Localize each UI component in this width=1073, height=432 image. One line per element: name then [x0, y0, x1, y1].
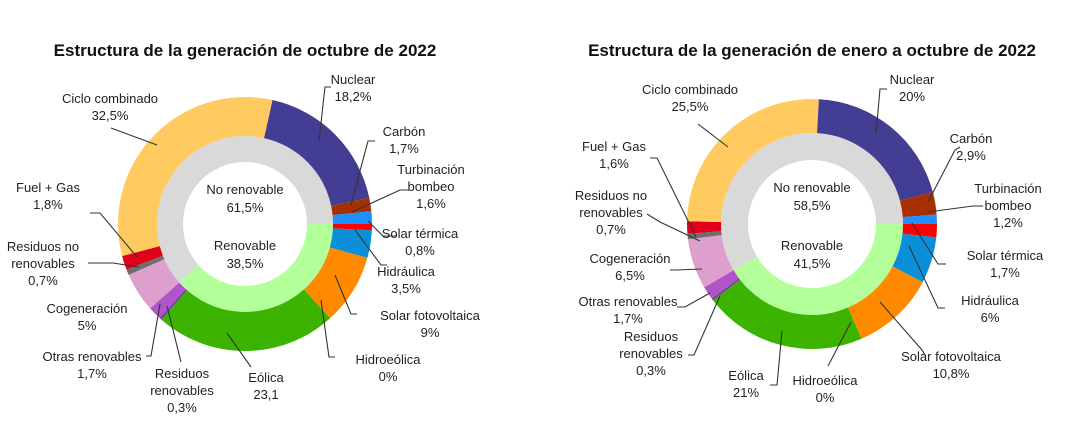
leader-line-residuos-no-renovables [646, 213, 701, 242]
data-label-residuos-no-renovables: Residuos no renovables 0,7% [7, 239, 79, 288]
data-label-solar-fotovoltaica: Solar fotovoltaica 9% [380, 308, 480, 340]
outer-slice-cogeneracion [128, 259, 180, 309]
data-label-hidroeolica: Hidroeólica 0% [792, 373, 858, 405]
inner-slice-renovable [178, 224, 333, 313]
leader-line-nuclear [875, 88, 887, 135]
leader-line-ciclo-combinado [697, 123, 729, 148]
leader-line-hidroeolica [827, 321, 852, 367]
leader-line-residuos-renovables [166, 305, 182, 363]
leader-line-hidraulica [908, 245, 945, 309]
leader-line-turbinacion-bombeo [927, 205, 983, 213]
outer-slice-eolica [161, 289, 331, 352]
donut-chart-left: Solar térmica 0,8% Hidráulica 3,5% Solar fot… [7, 72, 481, 415]
leader-line-fuel-gas [650, 157, 697, 238]
outer-slice-cogeneracion [687, 235, 734, 288]
leader-line-ciclo-combinado [110, 127, 158, 146]
outer-slice-residuos-no-renovables [126, 255, 165, 275]
leader-line-eolica [226, 332, 252, 368]
leader-line-hidraulica [354, 229, 387, 266]
center-label-renovable: Renovable 41,5% [781, 238, 843, 271]
data-label-ciclo-combinado: Ciclo combinado 25,5% [642, 82, 738, 114]
inner-slice-renovable [733, 224, 903, 316]
outer-slice-eolica [713, 279, 862, 349]
chart-title-right: Estructura de la generación de enero a o… [588, 41, 1036, 60]
data-label-residuos-no-renovables: Residuos no renovables 0,7% [575, 188, 647, 237]
data-label-turbinacion-bombeo: Turbinación bombeo 1,2% [974, 181, 1041, 230]
center-label-no-renovable: No renovable 58,5% [773, 180, 850, 213]
data-label-residuos-renovables: Residuos renovables 0,3% [619, 329, 683, 378]
outer-slice-solar-termica [902, 224, 937, 238]
leader-line-fuel-gas [90, 212, 138, 258]
leader-line-cogeneracion [670, 268, 703, 271]
data-label-cogeneracion: Cogeneración 5% [47, 301, 128, 333]
outer-slice-solar-fotovoltaica [848, 266, 923, 339]
outer-slice-solar-termica [332, 224, 372, 231]
outer-slice-solar-fotovoltaica [303, 247, 368, 319]
data-label-carbon: Carbón 2,9% [950, 131, 993, 163]
outer-slice-residuos-renovables [159, 289, 188, 320]
outer-slice-turbinacion-bombeo [902, 214, 937, 224]
leader-line-residuos-renovables [688, 295, 721, 356]
data-label-fuel-gas: Fuel + Gas 1,6% [582, 139, 646, 171]
data-label-nuclear: Nuclear 20% [890, 72, 935, 104]
outer-slice-fuel-gas [122, 246, 163, 270]
outer-slice-hidraulica [329, 228, 372, 258]
data-label-hidraulica: Hidráulica 6% [961, 293, 1020, 325]
outer-slice-fuel-gas [687, 221, 722, 234]
leader-line-solar-termica [367, 220, 397, 237]
leader-line-solar-fotovoltaica [879, 301, 926, 356]
leader-line-carbon [350, 140, 375, 206]
data-label-residuos-renovables: Residuos renovables 0,3% [150, 366, 214, 415]
leader-line-hidroeolica [320, 299, 335, 358]
outer-slice-turbinacion-bombeo [332, 211, 372, 224]
outer-slice-residuos-renovables [711, 278, 740, 301]
center-label-renovable: Renovable 38,5% [214, 238, 276, 271]
leader-line-eolica [770, 330, 783, 386]
outer-slice-residuos-no-renovables [687, 231, 722, 240]
data-label-fuel-gas: Fuel + Gas 1,8% [16, 180, 80, 212]
leader-line-otras-renovables [146, 303, 161, 357]
outer-slice-carbon [899, 192, 937, 218]
leader-line-nuclear [318, 86, 331, 142]
data-label-solar-termica: Solar térmica 0,8% [382, 226, 459, 258]
outer-slice-otras-renovables [704, 270, 739, 299]
data-label-nuclear: Nuclear 18,2% [331, 72, 376, 104]
data-label-solar-fotovoltaica: Solar fotovoltaica 10,8% [901, 349, 1001, 381]
leader-line-turbinacion-bombeo [351, 189, 408, 213]
data-label-ciclo-combinado: Ciclo combinado 32,5% [62, 91, 158, 123]
data-label-cogeneracion: Cogeneración 6,5% [590, 251, 671, 283]
leader-line-otras-renovables [677, 292, 711, 308]
data-label-hidraulica: Hidráulica 3,5% [377, 264, 436, 296]
leader-line-solar-termica [911, 222, 946, 265]
donut-chart-right: Solar térmica 1,7% Hidráulica 6% Solar fotov… [575, 72, 1044, 405]
chart-title-left: Estructura de la generación de octubre d… [54, 41, 437, 60]
inner-slice-no-renovable [721, 133, 903, 271]
data-label-hidroeolica: Hidroeólica 0% [355, 352, 421, 384]
data-label-carbon: Carbón 1,7% [383, 124, 426, 156]
data-label-turbinacion-bombeo: Turbinación bombeo 1,6% [397, 162, 464, 211]
outer-slice-nuclear [817, 99, 933, 201]
data-label-otras-renovables: Otras renovables 1,7% [579, 294, 678, 326]
data-label-eolica: Eólica 23,1 [248, 370, 284, 402]
data-label-eolica: Eólica 21% [728, 368, 764, 400]
center-label-no-renovable: No renovable 61,5% [206, 182, 283, 215]
data-label-solar-termica: Solar térmica 1,7% [967, 248, 1044, 280]
leader-line-residuos-no-renovables [88, 262, 140, 268]
data-label-otras-renovables: Otras renovables 1,7% [43, 349, 142, 381]
inner-slice-no-renovable [156, 136, 333, 283]
leader-line-carbon [927, 146, 961, 203]
leader-line-solar-fotovoltaica [334, 274, 357, 315]
outer-slice-ciclo-combinado [118, 96, 273, 257]
outer-slice-carbon [331, 197, 372, 216]
outer-slice-nuclear [264, 100, 370, 206]
outer-slice-ciclo-combinado [687, 99, 819, 222]
